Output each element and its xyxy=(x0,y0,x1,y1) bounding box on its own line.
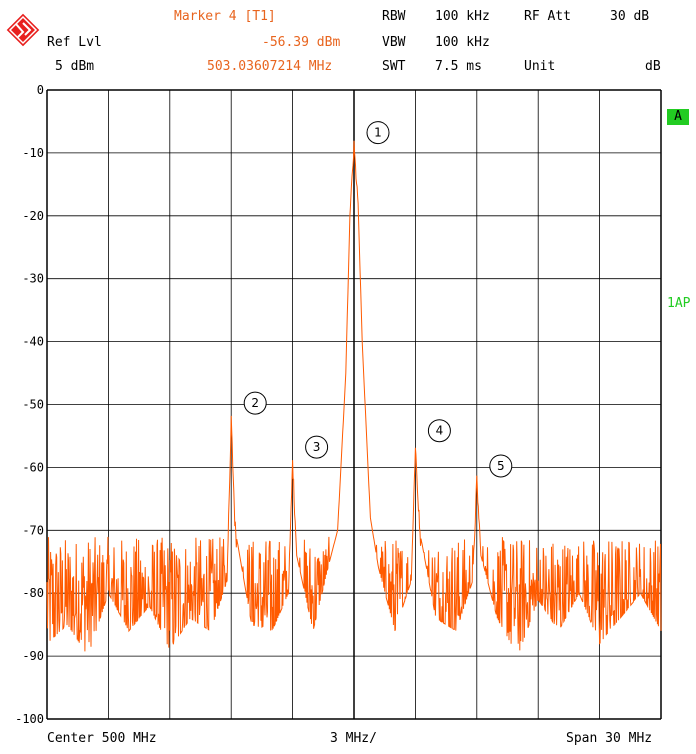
rf-att-value: 30 dB xyxy=(610,9,650,24)
y-tick-label: -70 xyxy=(22,523,44,537)
y-tick-label: -30 xyxy=(22,272,44,286)
marker-5-label: 5 xyxy=(497,459,505,473)
marker-1-circle xyxy=(366,121,390,145)
marker-3-circle xyxy=(305,435,329,459)
y-tick-label: 0 xyxy=(37,83,44,97)
y-tick-label: -40 xyxy=(22,335,44,349)
swt-label: SWT xyxy=(382,59,406,74)
y-tick-label: -80 xyxy=(22,586,44,600)
detector-label: 1AP xyxy=(667,296,691,311)
trace-a-badge: A xyxy=(667,109,689,125)
swt-value: 7.5 ms xyxy=(435,59,482,74)
rbw-label: RBW xyxy=(382,9,406,24)
marker-3-label: 3 xyxy=(313,440,321,454)
spectrum-trace xyxy=(46,140,662,652)
y-tick-labels: 0 -10 -20 -30 -40 -50 -60 -70 -80 -90 -100 xyxy=(15,83,44,726)
y-tick-label: -20 xyxy=(22,209,44,223)
marker-frequency: 503.03607214 MHz xyxy=(207,59,333,74)
ref-level-value: 5 dBm xyxy=(55,59,95,74)
marker-2-circle xyxy=(243,391,267,415)
marker-level: -56.39 dBm xyxy=(262,35,341,50)
grid xyxy=(46,89,662,720)
vbw-value: 100 kHz xyxy=(435,35,490,50)
y-tick-label: -10 xyxy=(22,146,44,160)
rf-att-label: RF Att xyxy=(524,9,571,24)
marker-5-circle xyxy=(489,454,513,478)
y-tick-label: -90 xyxy=(22,649,44,663)
y-tick-label: -100 xyxy=(15,712,44,726)
ref-level-label: Ref Lvl xyxy=(47,35,102,50)
marker-4-label: 4 xyxy=(436,424,444,438)
frequency-per-division: 3 MHz/ xyxy=(330,731,377,746)
marker-4-circle xyxy=(427,419,451,443)
rohde-schwarz-logo xyxy=(5,12,41,48)
vbw-label: VBW xyxy=(382,35,406,50)
y-tick-label: -60 xyxy=(22,460,44,474)
center-frequency: Center 500 MHz xyxy=(47,731,157,746)
markers: 1 2 3 4 5 xyxy=(243,121,513,478)
marker-title: Marker 4 [T1] xyxy=(174,9,276,24)
y-tick-label: -50 xyxy=(22,398,44,412)
span: Span 30 MHz xyxy=(566,731,653,746)
marker-2-label: 2 xyxy=(251,396,259,410)
rbw-value: 100 kHz xyxy=(435,9,490,24)
unit-label: Unit xyxy=(524,59,556,74)
marker-1-label: 1 xyxy=(374,126,382,140)
unit-value: dB xyxy=(645,59,661,74)
